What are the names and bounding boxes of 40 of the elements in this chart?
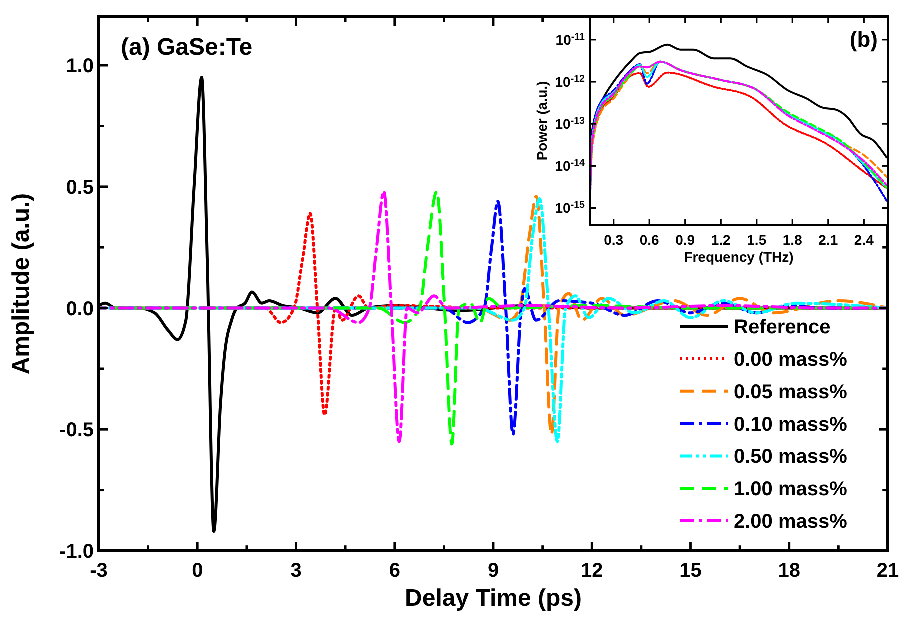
x-tick-label: 18 [778,560,800,582]
y-tick-label: 10$^{-12}$ [555,73,586,90]
x-tick-label: 0.9 [676,232,696,248]
x-tick-label: 15 [680,560,702,582]
x-axis-title: Frequency (THz) [684,248,794,265]
y-tick-label: -0.5 [60,420,94,442]
x-tick-label: 2.1 [818,232,838,248]
x-tick-label: 2.4 [854,232,874,248]
x-tick-label: 21 [876,560,900,582]
x-tick-label: 3 [290,560,302,582]
x-tick-label: 1.5 [747,232,767,248]
y-tick-label: 10$^{-14}$ [555,158,586,174]
x-tick-label: 1.8 [782,232,803,248]
y-tick-label: -1.0 [60,541,94,563]
legend-label: 1.00 mass% [734,478,848,501]
x-tick-label: 0.6 [640,232,660,248]
y-tick-label: 0.5 [66,176,94,199]
y-axis-title: Amplitude (a.u.) [8,193,35,375]
x-tick-label: 0.3 [604,232,624,248]
y-tick-label: 10$^{-11}$ [556,31,586,48]
legend-label: 0.00 mass% [734,349,848,371]
y-axis-title: Power (a.u.) [534,81,550,161]
legend-label: Reference [734,316,831,339]
legend-label: 2.00 mass% [734,511,848,533]
x-tick-label: 1.2 [711,232,732,248]
y-tick-label: 0.0 [66,298,94,320]
legend-label: 0.10 mass% [734,414,848,436]
legend-label: 0.50 mass% [734,446,848,468]
y-tick-label: 10$^{-15}$ [555,200,586,216]
y-tick-label: 10$^{-13}$ [555,115,586,132]
x-axis-title: Delay Time (ps) [405,584,582,612]
text: (a) GaSe:Te [121,34,253,61]
x-tick-label: 12 [581,560,604,582]
legend-label: 0.05 mass% [734,381,848,404]
x-tick-label: 9 [488,560,500,582]
y-tick-label: 1.0 [66,56,94,78]
x-tick-label: 6 [389,560,400,582]
text: (b) [850,27,878,52]
x-tick-label: 0 [192,560,204,582]
x-tick-label: -3 [90,560,108,582]
